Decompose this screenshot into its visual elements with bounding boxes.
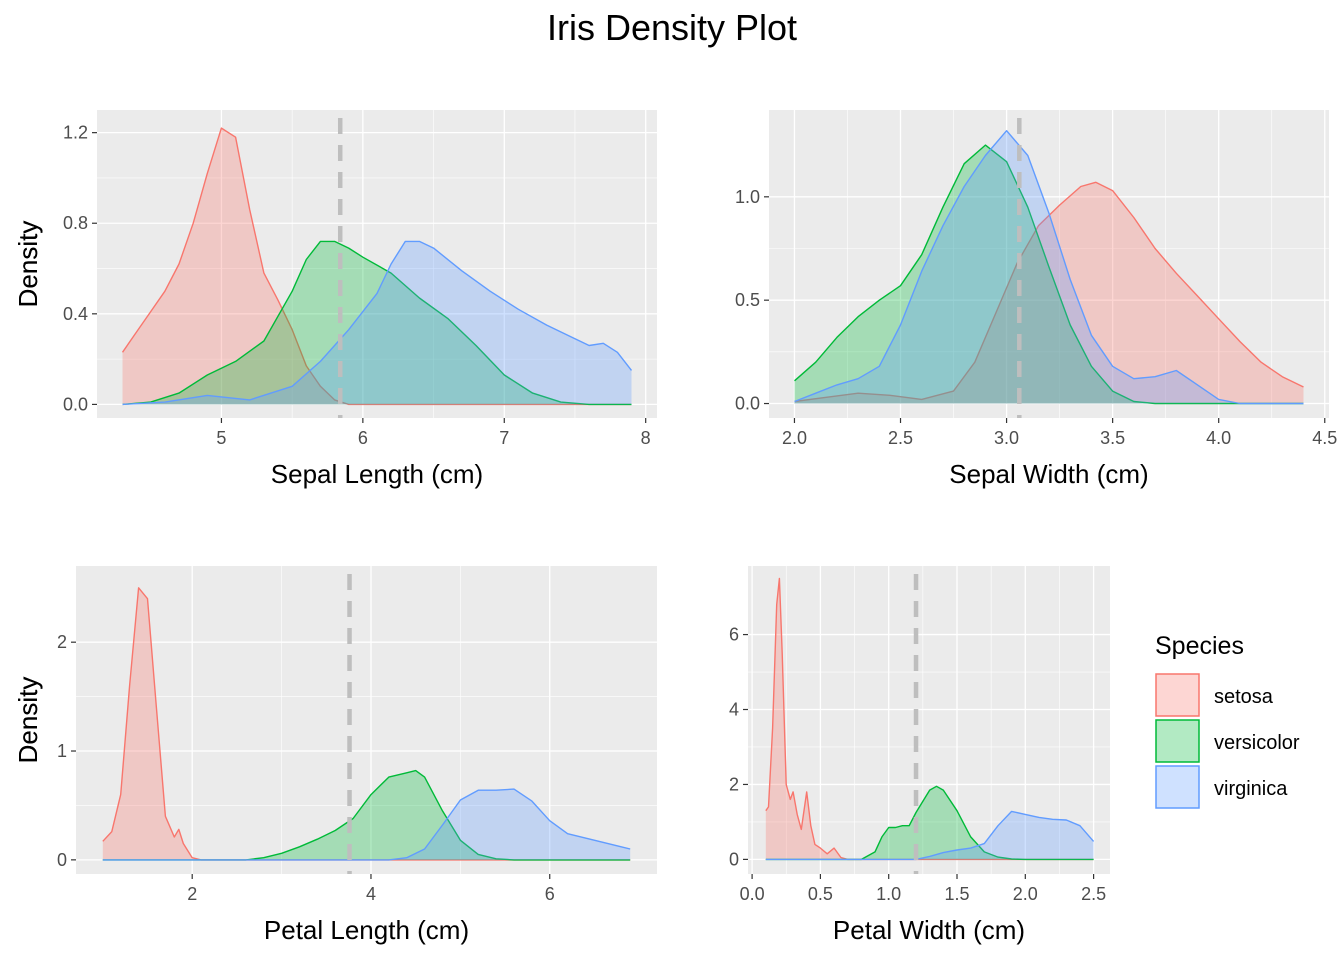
legend-key-virginica [1155,765,1200,809]
density-area-setosa [122,128,632,405]
x-tick-label: 5 [216,428,226,448]
x-tick-label: 0.5 [808,884,833,904]
legend: Species setosa versicolor virginica [1155,632,1300,809]
density-area-versicolor [794,145,1304,404]
density-area-setosa [765,578,1094,860]
density-line-setosa [794,181,1304,403]
density-area-versicolor [765,786,1094,860]
x-tick-label: 3.0 [994,428,1019,448]
x-tick-label: 2.5 [888,428,913,448]
legend-label-virginica: virginica [1214,778,1288,800]
y-tick-label: 2 [729,774,739,794]
x-tick-label: 7 [499,428,509,448]
plot-background [769,110,1329,418]
density-line-virginica [765,810,1095,861]
x-tick-label: 8 [641,428,651,448]
y-tick-label: 0 [57,850,67,870]
figure-title: Iris Density Plot [547,7,797,48]
density-line-versicolor [765,785,1094,861]
x-tick-label: 2.0 [1013,884,1038,904]
y-tick-label: 1 [57,741,67,761]
legend-title: Species [1155,632,1244,660]
density-line-virginica [102,788,631,861]
panel-petal-width: 0.0 0.5 1.0 1.5 2.0 2.5 0 2 4 6 Petal Width (cm) De… [13,566,1110,945]
x-tick-label: 6 [358,428,368,448]
y-tick-label: 1.2 [63,123,88,143]
y-tick-label: 1.0 [735,187,760,207]
y-axis-title: Density [13,221,43,308]
density-line-setosa [121,127,632,406]
legend-label-setosa: setosa [1214,686,1274,708]
y-tick-label: 0 [729,849,739,869]
panel-sepal-length: 5 6 7 8 0.0 0.4 0.8 1.2 Sepal Length (cm) Density [13,110,657,489]
x-tick-label: 2.5 [1081,884,1106,904]
y-axis-title: Density [13,221,43,308]
legend-key-versicolor [1155,719,1200,763]
x-tick-label: 2 [187,884,197,904]
y-tick-label: 2 [57,632,67,652]
x-tick-label: 0.0 [740,884,765,904]
x-tick-label: 2.0 [782,428,807,448]
density-line-setosa [765,577,1094,861]
x-axis-title: Petal Width (cm) [833,915,1025,945]
plot-background [748,566,1110,874]
density-line-versicolor [102,769,631,861]
legend-label-versicolor: versicolor [1214,732,1300,754]
y-tick-label: 0.4 [63,304,88,324]
plot-background [76,566,657,874]
x-axis-title: Petal Length (cm) [264,915,469,945]
density-area-virginica [765,811,1094,860]
density-line-virginica [794,130,1304,405]
density-area-virginica [122,241,632,405]
density-line-virginica [122,240,633,406]
density-area-versicolor [122,241,632,405]
x-tick-label: 4.0 [1206,428,1231,448]
panel-sepal-width: 2.0 2.5 3.0 3.5 4.0 4.5 0.0 0.5 1.0 Sepal Width (… [13,110,1337,489]
y-tick-label: 6 [729,625,739,645]
density-line-versicolor [122,240,632,406]
density-area-setosa [102,587,631,860]
y-tick-label: 0.8 [63,213,88,233]
density-area-virginica [102,789,631,860]
density-line-versicolor [794,144,1304,405]
x-tick-label: 4 [366,884,376,904]
x-tick-label: 6 [545,884,555,904]
density-line-setosa [102,587,631,861]
x-tick-label: 1.0 [876,884,901,904]
plot-background [97,110,657,418]
x-axis-title: Sepal Width (cm) [949,459,1148,489]
legend-key-setosa [1155,673,1200,717]
density-area-setosa [794,182,1304,404]
density-area-virginica [794,130,1304,404]
y-axis-title: Density [13,677,43,764]
y-axis-title: Density [13,677,43,764]
y-tick-label: 0.0 [63,394,88,414]
y-tick-label: 0.0 [735,394,760,414]
x-tick-label: 4.5 [1312,428,1337,448]
x-tick-label: 3.5 [1100,428,1125,448]
y-tick-label: 0.5 [735,290,760,310]
x-tick-label: 1.5 [944,884,969,904]
density-area-versicolor [102,770,631,860]
x-axis-title: Sepal Length (cm) [271,459,483,489]
panel-petal-length: 2 4 6 0 1 2 Petal Length (cm) Density [13,566,657,945]
y-tick-label: 4 [729,700,739,720]
